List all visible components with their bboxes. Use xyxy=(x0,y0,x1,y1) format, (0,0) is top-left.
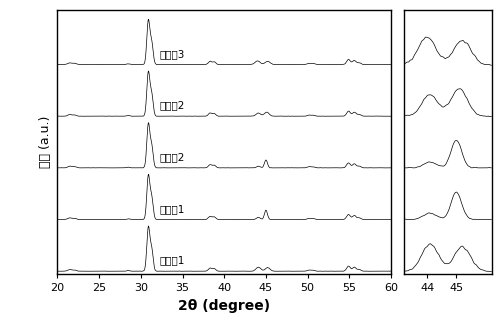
Y-axis label: 强度 (a.u.): 强度 (a.u.) xyxy=(39,116,52,168)
X-axis label: 2θ (degree): 2θ (degree) xyxy=(178,299,270,313)
Text: 实施例2: 实施例2 xyxy=(159,152,185,162)
Text: 对比例2: 对比例2 xyxy=(159,100,185,110)
Text: 实施例1: 实施例1 xyxy=(159,204,185,214)
Text: 对比例3: 对比例3 xyxy=(159,49,185,59)
Text: 对比例1: 对比例1 xyxy=(159,256,185,265)
